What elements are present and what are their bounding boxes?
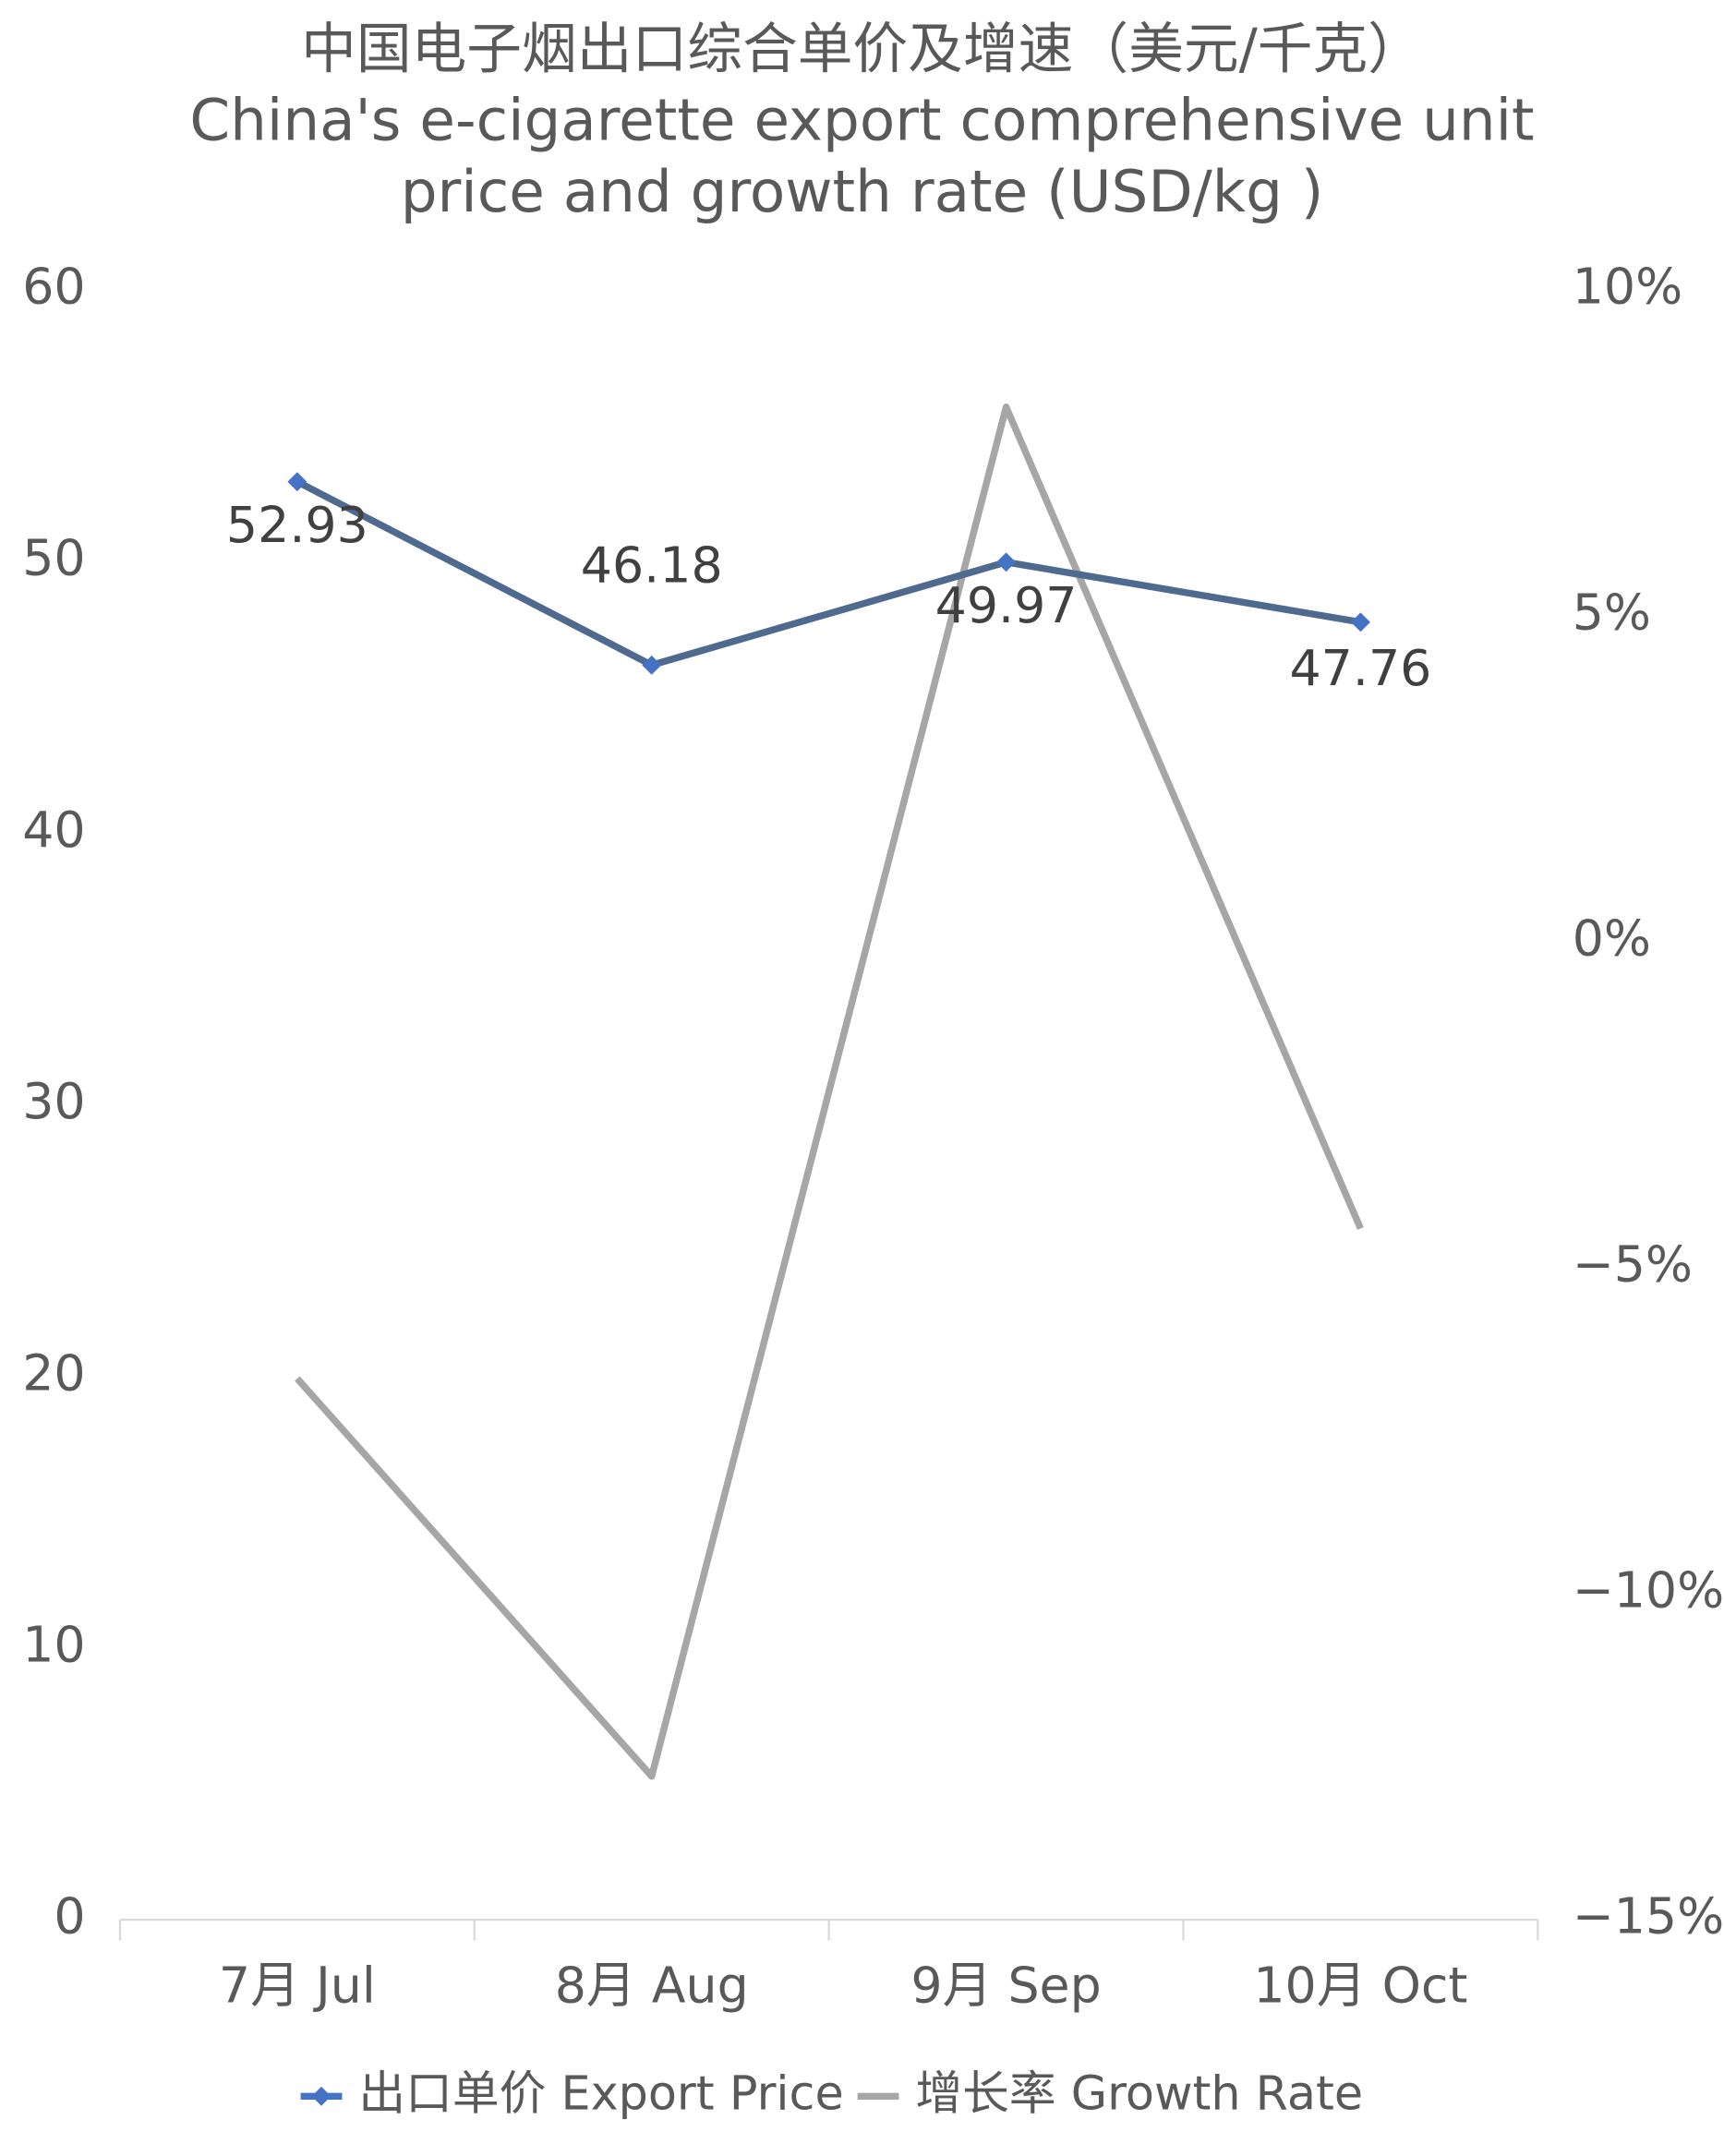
y-tick-label: 10 [22, 1616, 85, 1674]
y-tick-label: 50 [22, 529, 85, 587]
y-tick-label: 60 [22, 257, 85, 315]
y-tick-label: 40 [22, 801, 85, 859]
x-tick-label: 10月 Oct [1253, 1956, 1467, 2014]
y2-tick-label: 5% [1573, 583, 1651, 641]
x-tick-label: 8月 Aug [555, 1956, 749, 2014]
legend-marker [311, 2086, 332, 2106]
series-line [295, 403, 1364, 1780]
point-marker [642, 655, 662, 675]
y2-tick-label: −15% [1573, 1887, 1724, 1945]
y2-tick-label: −10% [1573, 1561, 1724, 1620]
point-marker [287, 472, 307, 492]
data-label: 52.93 [226, 496, 368, 554]
data-label: 49.97 [935, 576, 1078, 634]
y-tick-label: 0 [54, 1887, 85, 1945]
x-tick-label: 7月 Jul [219, 1956, 376, 2014]
data-label: 47.76 [1289, 639, 1431, 697]
point-marker [996, 552, 1017, 572]
y-tick-label: 30 [22, 1072, 85, 1130]
y2-tick-label: 0% [1573, 909, 1651, 967]
y2-tick-label: −5% [1573, 1235, 1693, 1294]
y-tick-label: 20 [22, 1343, 85, 1402]
chart-title: China's e-cigarette export comprehensive… [189, 87, 1534, 154]
y2-tick-label: 10% [1573, 257, 1682, 315]
chart-title: price and growth rate (USD/kg ) [401, 158, 1324, 225]
legend-label: 增长率 Growth Rate [915, 2066, 1363, 2120]
chart-title: 中国电子烟出口综合单价及增速（美元/千克） [301, 18, 1423, 81]
x-tick-label: 9月 Sep [910, 1956, 1101, 2014]
series-line [295, 478, 1362, 669]
data-label: 46.18 [581, 536, 723, 594]
legend-label: 出口单价 Export Price [358, 2066, 843, 2120]
point-marker [1350, 612, 1370, 632]
